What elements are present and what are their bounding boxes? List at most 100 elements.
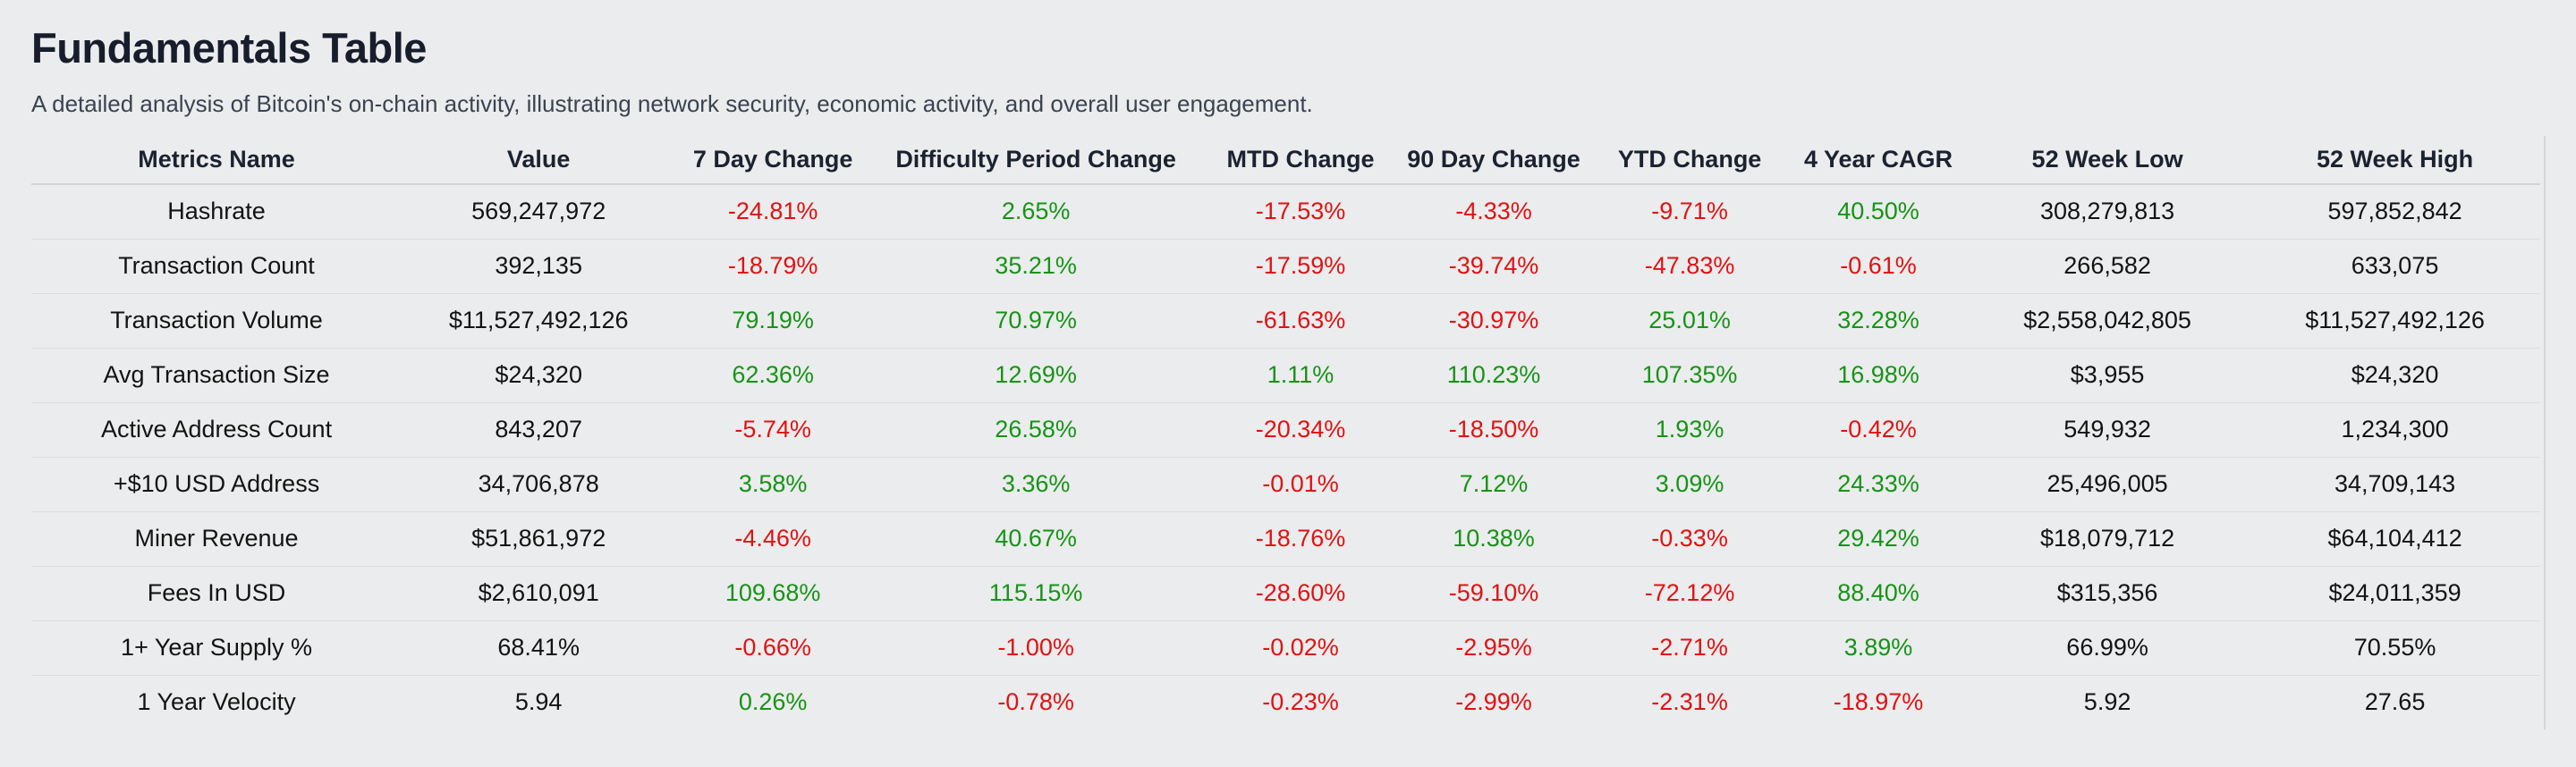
page-title: Fundamentals Table xyxy=(31,24,427,72)
value-cell: $2,558,042,805 xyxy=(1965,292,2250,348)
column-header-7-day-change: 7 Day Change xyxy=(675,136,870,185)
change-cell: -1.00% xyxy=(869,620,1202,675)
change-cell: 35.21% xyxy=(869,238,1202,293)
value-cell: 1,234,300 xyxy=(2250,401,2540,457)
metric-name-cell: Active Address Count xyxy=(31,401,402,457)
change-cell: 3.36% xyxy=(869,456,1202,511)
change-cell: -5.74% xyxy=(675,401,870,457)
column-header-ytd-change: YTD Change xyxy=(1588,136,1792,185)
change-cell: 29.42% xyxy=(1791,510,1966,566)
change-cell: 24.33% xyxy=(1791,456,1966,511)
table-row-transaction-count: Transaction Count 392,135 -18.79% 35.21% -17… xyxy=(31,238,2540,293)
change-cell: -72.12% xyxy=(1588,565,1792,620)
change-cell: 1.11% xyxy=(1201,347,1400,402)
change-cell: -30.97% xyxy=(1399,292,1589,348)
value-cell: 597,852,842 xyxy=(2327,198,2462,225)
table-row-fees-in-usd: Fees In USD $2,610,091 109.68% 115.15% -28.6… xyxy=(31,565,2540,620)
value-cell: 633,075 xyxy=(2250,238,2540,293)
change-cell: -2.99% xyxy=(1399,674,1589,729)
change-cell: -47.83% xyxy=(1588,238,1792,293)
column-header-52-week-high: 52 Week High xyxy=(2250,136,2540,185)
table-row-1-year-supply: 1+ Year Supply % 68.41% -0.66% -1.00% -0.02%… xyxy=(31,620,2540,675)
value-cell: 392,135 xyxy=(402,238,676,293)
value-cell: $24,320 xyxy=(2250,347,2540,402)
metric-name-cell: Miner Revenue xyxy=(31,510,402,566)
column-header-90-day-change: 90 Day Change xyxy=(1399,136,1589,185)
value-cell: $64,104,412 xyxy=(2250,510,2540,566)
change-cell: -17.53% xyxy=(1255,198,1346,225)
change-cell: -18.97% xyxy=(1791,674,1966,729)
change-cell: -59.10% xyxy=(1399,565,1589,620)
value-cell: $11,527,492,126 xyxy=(2250,292,2540,348)
change-cell: -20.34% xyxy=(1201,401,1400,457)
table-row-avg-transaction-size: Avg Transaction Size $24,320 62.36% 12.69% 1… xyxy=(31,347,2540,402)
value-cell: 5.92 xyxy=(1965,674,2250,729)
column-header-mtd-change: MTD Change xyxy=(1201,136,1400,185)
change-cell: 115.15% xyxy=(869,565,1202,620)
change-cell: -18.76% xyxy=(1201,510,1400,566)
page-subtitle: A detailed analysis of Bitcoin's on-chai… xyxy=(31,90,1313,117)
table-row-10-usd-address: +$10 USD Address 34,706,878 3.58% 3.36% -0.0… xyxy=(31,456,2540,511)
table-header-row: Metrics Name Value 7 Day Change Difficulty … xyxy=(31,136,2540,185)
change-cell: -0.02% xyxy=(1201,620,1400,675)
column-header-4-year-cagr: 4 Year CAGR xyxy=(1791,136,1966,185)
value-cell: 843,207 xyxy=(402,401,676,457)
change-cell: -18.79% xyxy=(675,238,870,293)
change-cell: -0.78% xyxy=(869,674,1202,729)
change-cell: 10.38% xyxy=(1399,510,1589,566)
change-cell: 7.12% xyxy=(1399,456,1589,511)
value-cell: 34,709,143 xyxy=(2250,456,2540,511)
change-cell: -24.81% xyxy=(727,198,818,225)
metric-name-cell: +$10 USD Address xyxy=(31,456,402,511)
change-cell: -4.33% xyxy=(1455,198,1532,225)
change-cell: 40.67% xyxy=(869,510,1202,566)
change-cell: -61.63% xyxy=(1201,292,1400,348)
change-cell: -4.46% xyxy=(675,510,870,566)
change-cell: 62.36% xyxy=(675,347,870,402)
value-cell: 266,582 xyxy=(1965,238,2250,293)
change-cell: 79.19% xyxy=(675,292,870,348)
change-cell: 107.35% xyxy=(1588,347,1792,402)
metric-name-cell: Transaction Volume xyxy=(31,292,402,348)
change-cell: -2.31% xyxy=(1588,674,1792,729)
change-cell: 110.23% xyxy=(1399,347,1589,402)
change-cell: 70.97% xyxy=(869,292,1202,348)
change-cell: 40.50% xyxy=(1837,198,1919,225)
value-cell: $51,861,972 xyxy=(402,510,676,566)
change-cell: -0.23% xyxy=(1201,674,1400,729)
value-cell: 569,247,972 xyxy=(471,198,606,225)
metric-name-cell: 1 Year Velocity xyxy=(31,674,402,729)
change-cell: -0.42% xyxy=(1791,401,1966,457)
change-cell: -17.59% xyxy=(1201,238,1400,293)
value-cell: $24,011,359 xyxy=(2250,565,2540,620)
table-row-active-address-count: Active Address Count 843,207 -5.74% 26.58% -… xyxy=(31,401,2540,457)
change-cell: 32.28% xyxy=(1791,292,1966,348)
value-cell: $315,356 xyxy=(1965,565,2250,620)
fundamentals-table-container: Metrics Name Value 7 Day Change Difficulty … xyxy=(31,136,2546,729)
change-cell: -0.01% xyxy=(1201,456,1400,511)
column-header-metrics-name: Metrics Name xyxy=(31,136,402,185)
change-cell: -28.60% xyxy=(1201,565,1400,620)
change-cell: -18.50% xyxy=(1399,401,1589,457)
change-cell: 1.93% xyxy=(1588,401,1792,457)
change-cell: 3.89% xyxy=(1791,620,1966,675)
value-cell: 549,932 xyxy=(1965,401,2250,457)
value-cell: 27.65 xyxy=(2250,674,2540,729)
change-cell: -0.33% xyxy=(1588,510,1792,566)
value-cell: 25,496,005 xyxy=(1965,456,2250,511)
change-cell: -2.95% xyxy=(1399,620,1589,675)
change-cell: -2.71% xyxy=(1588,620,1792,675)
table-right-border xyxy=(2544,136,2546,729)
change-cell: 3.09% xyxy=(1588,456,1792,511)
metric-name-cell: 1+ Year Supply % xyxy=(31,620,402,675)
value-cell: 5.94 xyxy=(402,674,676,729)
metric-name-cell: Hashrate xyxy=(167,198,266,225)
fundamentals-page: Fundamentals Table A detailed analysis o… xyxy=(0,23,2576,767)
table-row-transaction-volume: Transaction Volume $11,527,492,126 79.19% 7… xyxy=(31,292,2540,348)
metric-name-cell: Fees In USD xyxy=(31,565,402,620)
change-cell: 12.69% xyxy=(869,347,1202,402)
value-cell: 66.99% xyxy=(1965,620,2250,675)
change-cell: -39.74% xyxy=(1399,238,1589,293)
change-cell: -0.66% xyxy=(675,620,870,675)
value-cell: 70.55% xyxy=(2250,620,2540,675)
